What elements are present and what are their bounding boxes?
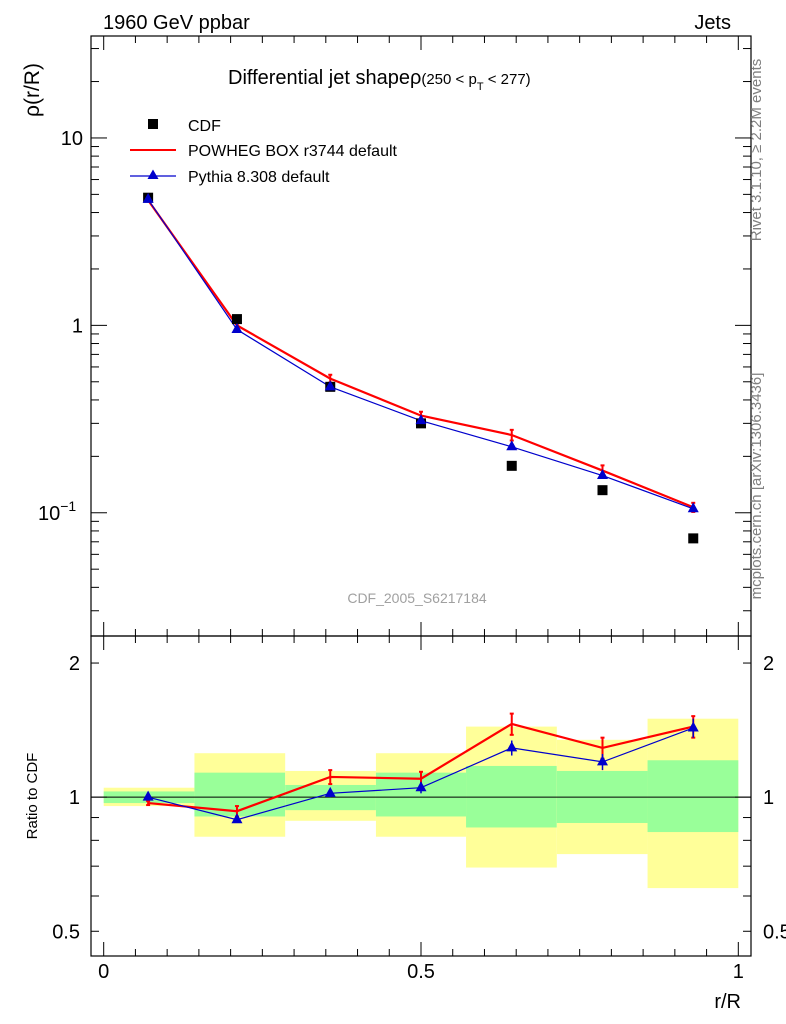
ratio-data-layer	[91, 712, 751, 889]
main-data-layer	[142, 192, 699, 544]
ratio-ytick-label: 0.5	[52, 921, 80, 943]
header-right: Jets	[694, 12, 731, 34]
ratio-pythia-point	[415, 781, 427, 792]
ratio-xtick-label: 0.5	[407, 961, 435, 983]
main-ytick-exp: −1	[60, 498, 76, 514]
main-cdf-point	[231, 314, 242, 325]
ratio-ylabel: Ratio to CDF	[24, 753, 41, 840]
main-ylabel: ρ(r/R)	[21, 63, 44, 117]
ratio-ytick-label: 2	[69, 653, 80, 675]
main-series-powheg-line	[147, 199, 694, 509]
main-title-text: Differential jet shapeρ	[228, 67, 421, 89]
main-ytick-label: 10	[61, 128, 83, 150]
main-pythia-point	[506, 440, 518, 451]
main-title-index: T	[477, 81, 484, 93]
main-pythia-point	[687, 502, 699, 513]
main-series-pythia-line	[147, 199, 694, 510]
main-cdf-point	[597, 485, 608, 496]
ratio-pythia-point	[324, 786, 336, 797]
ratio-pythia-point	[597, 755, 608, 766]
ratio-ytick-label-right: 0.5	[763, 921, 786, 943]
side-label-mcplots: mcplots.cern.ch [arXiv:1306.3436]	[748, 373, 765, 600]
main-ytick-label: 1	[72, 315, 83, 337]
ratio-plot: 2 2 1 1 0.5 0.5 0 0.5 1 Ratio to CDF r/R	[24, 635, 786, 1013]
ratio-ticks: 2 2 1 1 0.5 0.5 0 0.5 1	[52, 636, 786, 983]
ratio-xtick-label: 0	[98, 961, 109, 983]
ratio-ytick-label-right: 1	[763, 787, 774, 809]
main-cdf-point	[506, 460, 517, 471]
ratio-pythia-point	[687, 721, 699, 732]
watermark: CDF_2005_S6217184	[347, 590, 487, 606]
main-pythia-point	[415, 414, 427, 425]
main-cdf-point	[688, 533, 699, 544]
main-pythia-point	[142, 192, 154, 203]
legend-powheg-label: POWHEG BOX r3744 default	[188, 143, 398, 160]
main-title: Differential jet shapeρ(250 < pT < 277)	[228, 67, 531, 93]
legend-cdf-label: CDF	[188, 118, 221, 135]
ratio-pythia-point	[142, 790, 154, 801]
legend-pythia-label: Pythia 8.308 default	[188, 169, 330, 186]
main-title-end: < 277)	[484, 71, 531, 88]
legend-cdf-marker	[148, 119, 158, 129]
ratio-pythia-point	[506, 741, 518, 752]
ratio-band-green	[647, 760, 739, 833]
ratio-pythia-point	[231, 813, 243, 824]
legend: CDF POWHEG BOX r3744 default Pythia 8.30…	[130, 118, 398, 186]
main-pythia-point	[324, 380, 336, 391]
ratio-xtick-label: 1	[733, 961, 744, 983]
side-label-rivet: Rivet 3.1.10, ≥ 2.2M events	[748, 59, 765, 242]
header-left: 1960 GeV ppbar	[103, 12, 250, 34]
main-pythia-point	[597, 469, 608, 480]
main-ytick-base: 10	[38, 503, 60, 525]
ratio-ytick-label-right: 2	[763, 653, 774, 675]
ratio-ytick-label: 1	[69, 787, 80, 809]
main-ytick-label: 10−1	[38, 498, 76, 525]
ratio-xlabel: r/R	[714, 991, 741, 1013]
main-title-sub: (250 < p	[421, 71, 476, 88]
main-pythia-point	[231, 323, 243, 334]
legend-pythia-marker	[147, 169, 159, 179]
